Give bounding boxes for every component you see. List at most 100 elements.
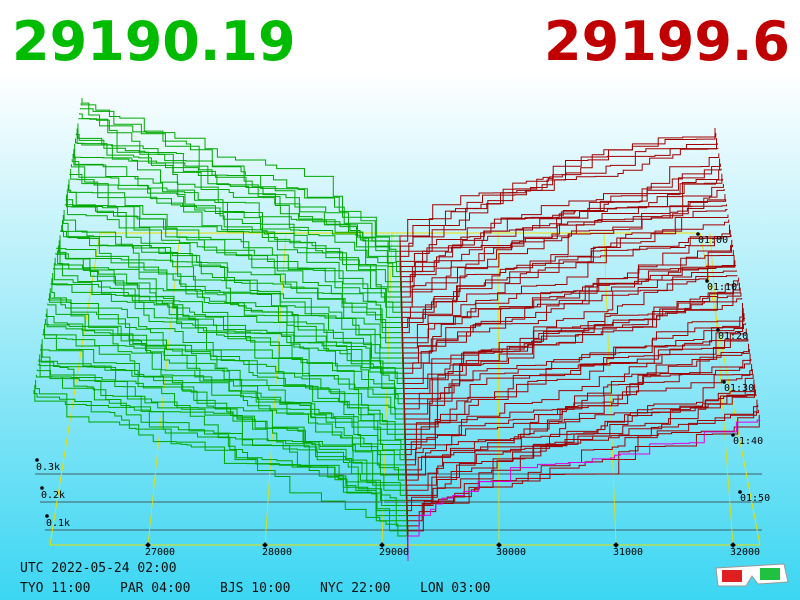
ask-curve bbox=[406, 394, 757, 536]
bid-curve bbox=[55, 252, 405, 424]
bid-curve bbox=[44, 323, 407, 495]
ask-curve bbox=[400, 173, 723, 307]
ask-curve bbox=[405, 353, 751, 495]
ask-curve bbox=[403, 277, 740, 419]
time-label: 01:20 bbox=[718, 331, 748, 342]
time-marker bbox=[738, 490, 742, 494]
ask-curve bbox=[407, 404, 759, 546]
ask-curve bbox=[400, 178, 724, 312]
time-label: 01:10 bbox=[707, 282, 737, 293]
lens-left bbox=[722, 570, 742, 582]
time-marker bbox=[722, 380, 726, 384]
bid-curve bbox=[45, 313, 407, 485]
ask-curve bbox=[404, 318, 746, 460]
ask-curve bbox=[399, 133, 717, 267]
time-marker bbox=[731, 433, 735, 437]
bid-curve bbox=[52, 273, 406, 445]
ask-curve bbox=[406, 369, 753, 511]
utc-time: UTC 2022-05-24 02:00 bbox=[20, 561, 177, 576]
bid-curve bbox=[53, 267, 406, 439]
bid-curve bbox=[57, 250, 405, 414]
ask-curve bbox=[401, 214, 729, 348]
ask-curve bbox=[403, 260, 736, 394]
price-marker bbox=[145, 542, 151, 548]
price-label: 28000 bbox=[262, 547, 292, 558]
price-marker bbox=[613, 542, 619, 548]
grid bbox=[35, 232, 762, 546]
bid-curve bbox=[53, 262, 406, 434]
price-grid-line bbox=[264, 232, 287, 546]
bid-curve bbox=[76, 128, 402, 292]
bid-curve bbox=[71, 159, 403, 323]
ask-curve bbox=[402, 224, 730, 358]
time-label: 01:30 bbox=[724, 383, 754, 394]
bid-curve bbox=[35, 379, 409, 551]
bid-curve bbox=[66, 194, 404, 358]
bid-curve bbox=[65, 199, 404, 363]
bid-curve bbox=[79, 108, 401, 272]
bid-curve bbox=[43, 328, 407, 500]
time-label: 01:40 bbox=[733, 436, 763, 447]
ask-curve bbox=[400, 163, 721, 297]
glasses-icon[interactable] bbox=[715, 563, 789, 587]
ask-curve bbox=[403, 282, 740, 424]
ask-curve bbox=[403, 287, 741, 429]
ask-curve bbox=[405, 348, 750, 490]
bid-curve bbox=[38, 359, 408, 531]
bid-curve bbox=[64, 204, 404, 368]
clock: LON 03:00 bbox=[420, 581, 490, 596]
price-grid-line bbox=[147, 232, 181, 546]
bid-curve bbox=[60, 230, 405, 394]
bid-curve bbox=[48, 293, 406, 465]
ask-curve bbox=[407, 419, 761, 561]
price-grid-line bbox=[709, 232, 734, 546]
ask-curve bbox=[404, 297, 743, 439]
bid-curve bbox=[33, 390, 409, 561]
bid-curve bbox=[78, 118, 402, 282]
bid-curve bbox=[70, 164, 403, 328]
price-label: 30000 bbox=[496, 547, 526, 558]
ask-curve bbox=[403, 264, 737, 399]
ask-curve bbox=[401, 219, 730, 353]
time-label: 01:50 bbox=[740, 493, 770, 504]
bid-curve bbox=[80, 103, 401, 267]
bid-curve bbox=[66, 189, 403, 353]
time-marker bbox=[696, 232, 700, 236]
ask-curve bbox=[401, 204, 727, 338]
bid-curve bbox=[62, 214, 404, 378]
bid-curve bbox=[44, 318, 407, 490]
lens-right bbox=[760, 568, 780, 580]
depth-curves bbox=[33, 98, 761, 561]
ask-curve bbox=[404, 303, 743, 445]
clock: PAR 04:00 bbox=[120, 581, 190, 596]
ask-curve bbox=[401, 199, 727, 333]
ask-curve bbox=[400, 168, 722, 302]
price-grid-line bbox=[497, 232, 500, 546]
bid-curve bbox=[37, 364, 408, 536]
ask-curve bbox=[405, 333, 748, 475]
bid-curve bbox=[81, 98, 401, 261]
bid-curve bbox=[74, 138, 402, 302]
bid-curve bbox=[72, 153, 402, 317]
bid-curve bbox=[75, 133, 402, 297]
price-marker bbox=[496, 542, 502, 548]
ask-curve bbox=[399, 138, 718, 272]
bid-curve bbox=[50, 283, 406, 455]
bid-curve bbox=[56, 247, 405, 419]
ask-curve bbox=[399, 128, 716, 261]
ask-price: 29199.6 bbox=[544, 10, 790, 73]
depth-marker bbox=[40, 486, 44, 490]
depth-label: 0.1k bbox=[46, 518, 70, 529]
bid-curve bbox=[54, 257, 405, 429]
ask-curve bbox=[402, 229, 731, 363]
time-marker bbox=[705, 279, 709, 283]
bid-curve bbox=[68, 179, 403, 343]
ask-curve bbox=[404, 313, 745, 455]
bid-curve bbox=[39, 354, 408, 526]
labels: 0.3k 0.2k 0.1k 27000 28000 29000 30000 31000 320… bbox=[20, 232, 770, 596]
ask-curve bbox=[406, 364, 753, 506]
ask-curve bbox=[404, 323, 747, 465]
side-line bbox=[699, 232, 761, 546]
